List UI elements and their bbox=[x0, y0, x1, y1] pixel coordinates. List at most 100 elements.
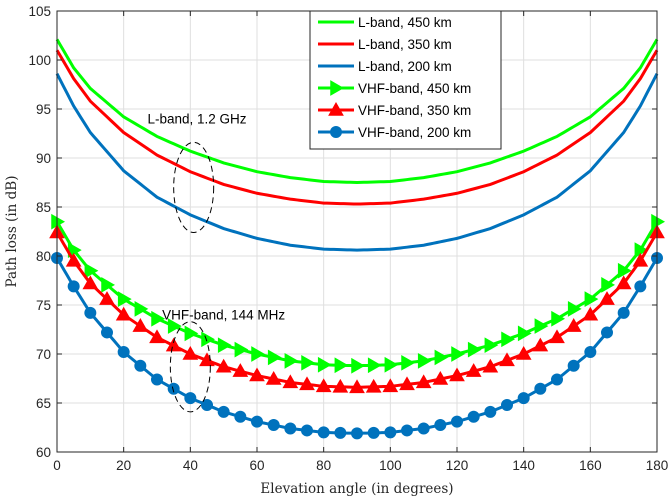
data-point bbox=[534, 318, 549, 334]
data-point bbox=[567, 301, 582, 317]
x-tick-label: 160 bbox=[579, 458, 602, 473]
x-tick-label: 80 bbox=[316, 458, 331, 473]
data-point bbox=[399, 376, 415, 391]
annotation-ellipse bbox=[173, 141, 215, 233]
y-tick-label: 60 bbox=[36, 445, 51, 460]
data-point bbox=[117, 291, 132, 307]
legend-item: L-band, 200 km bbox=[318, 59, 452, 74]
data-point bbox=[584, 346, 597, 359]
x-tick-label: 120 bbox=[446, 458, 469, 473]
x-axis-label: Elevation angle (in degrees) bbox=[260, 481, 453, 497]
y-tick-label: 75 bbox=[36, 298, 51, 313]
y-tick-label: 90 bbox=[36, 151, 51, 166]
data-point bbox=[215, 358, 232, 373]
data-point bbox=[84, 262, 99, 279]
data-point bbox=[567, 359, 580, 372]
data-point bbox=[332, 378, 349, 393]
data-point bbox=[451, 415, 463, 428]
data-point bbox=[149, 329, 165, 344]
data-point bbox=[599, 291, 615, 305]
data-point bbox=[165, 337, 182, 352]
data-point bbox=[417, 422, 430, 435]
data-point bbox=[201, 398, 213, 411]
data-point bbox=[584, 291, 599, 307]
series-0 bbox=[55, 38, 659, 185]
annotations: L-band, 1.2 GHz VHF-band, 144 MHz bbox=[147, 112, 285, 413]
data-point bbox=[534, 382, 547, 395]
legend-label: L-band, 200 km bbox=[358, 59, 452, 74]
data-point bbox=[182, 345, 199, 360]
series-line bbox=[55, 220, 659, 368]
data-point bbox=[517, 392, 530, 405]
data-point bbox=[234, 341, 249, 358]
data-point bbox=[617, 306, 630, 319]
y-tick-label: 105 bbox=[28, 4, 51, 19]
legend-marker bbox=[328, 101, 344, 116]
data-point bbox=[467, 341, 482, 358]
data-point bbox=[467, 410, 480, 423]
legend-item: VHF-band, 200 km bbox=[318, 125, 471, 140]
data-point bbox=[451, 346, 466, 362]
legend-label: L-band, 350 km bbox=[358, 37, 452, 52]
data-point bbox=[549, 329, 565, 344]
legend-label: VHF-band, 450 km bbox=[358, 81, 471, 96]
y-tick-label: 100 bbox=[28, 53, 51, 68]
data-point bbox=[282, 374, 299, 389]
data-point bbox=[317, 356, 332, 373]
data-point bbox=[417, 352, 432, 369]
data-point bbox=[449, 367, 465, 382]
data-point bbox=[184, 325, 199, 342]
x-tick-label: 60 bbox=[249, 458, 264, 473]
data-point bbox=[434, 349, 449, 366]
data-point bbox=[267, 349, 282, 366]
data-point bbox=[601, 326, 613, 339]
series-3 bbox=[51, 213, 666, 374]
series-4 bbox=[49, 224, 665, 394]
data-point bbox=[82, 275, 99, 290]
x-tick-label: 40 bbox=[183, 458, 198, 473]
data-point bbox=[234, 410, 247, 423]
legend-item: L-band, 350 km bbox=[318, 37, 452, 52]
data-point bbox=[651, 213, 666, 230]
data-point bbox=[84, 306, 97, 319]
data-point bbox=[601, 277, 616, 293]
ticks: 0 20 40 60 80 100 120 140 160 180 60 65 70 75 80 85 90 95… bbox=[28, 4, 668, 473]
annotation-ellipse bbox=[169, 321, 211, 413]
data-point bbox=[301, 424, 313, 437]
data-point bbox=[484, 405, 497, 418]
series-2 bbox=[55, 73, 659, 252]
legend-marker bbox=[330, 80, 345, 96]
series-line bbox=[55, 73, 659, 252]
legend-item: VHF-band, 450 km bbox=[318, 80, 471, 96]
data-point bbox=[634, 242, 649, 258]
data-point bbox=[99, 291, 115, 305]
series-line bbox=[55, 38, 659, 185]
data-point bbox=[501, 331, 516, 348]
data-point bbox=[284, 422, 297, 435]
series-group bbox=[49, 38, 666, 440]
data-point bbox=[101, 326, 113, 339]
data-point bbox=[315, 378, 332, 393]
data-point bbox=[334, 357, 349, 374]
legend: L-band, 450 km L-band, 350 km L-band, 200 … bbox=[309, 10, 502, 150]
y-tick-label: 80 bbox=[36, 249, 51, 264]
data-point bbox=[101, 277, 116, 293]
data-point bbox=[267, 419, 280, 432]
data-point bbox=[249, 367, 265, 382]
data-point bbox=[349, 379, 365, 394]
legend-item: L-band, 450 km bbox=[318, 15, 452, 30]
legend-box bbox=[309, 10, 502, 150]
annotation-label: L-band, 1.2 GHz bbox=[147, 112, 246, 127]
data-point bbox=[401, 424, 413, 437]
data-point bbox=[382, 378, 399, 393]
data-point bbox=[151, 310, 166, 327]
data-point bbox=[51, 213, 66, 230]
data-point bbox=[634, 280, 647, 293]
data-point bbox=[515, 345, 532, 360]
data-point bbox=[615, 275, 632, 290]
series-5 bbox=[51, 251, 663, 440]
series-1 bbox=[55, 49, 659, 206]
data-point bbox=[532, 337, 549, 352]
data-point bbox=[134, 301, 149, 317]
data-point bbox=[582, 306, 599, 321]
